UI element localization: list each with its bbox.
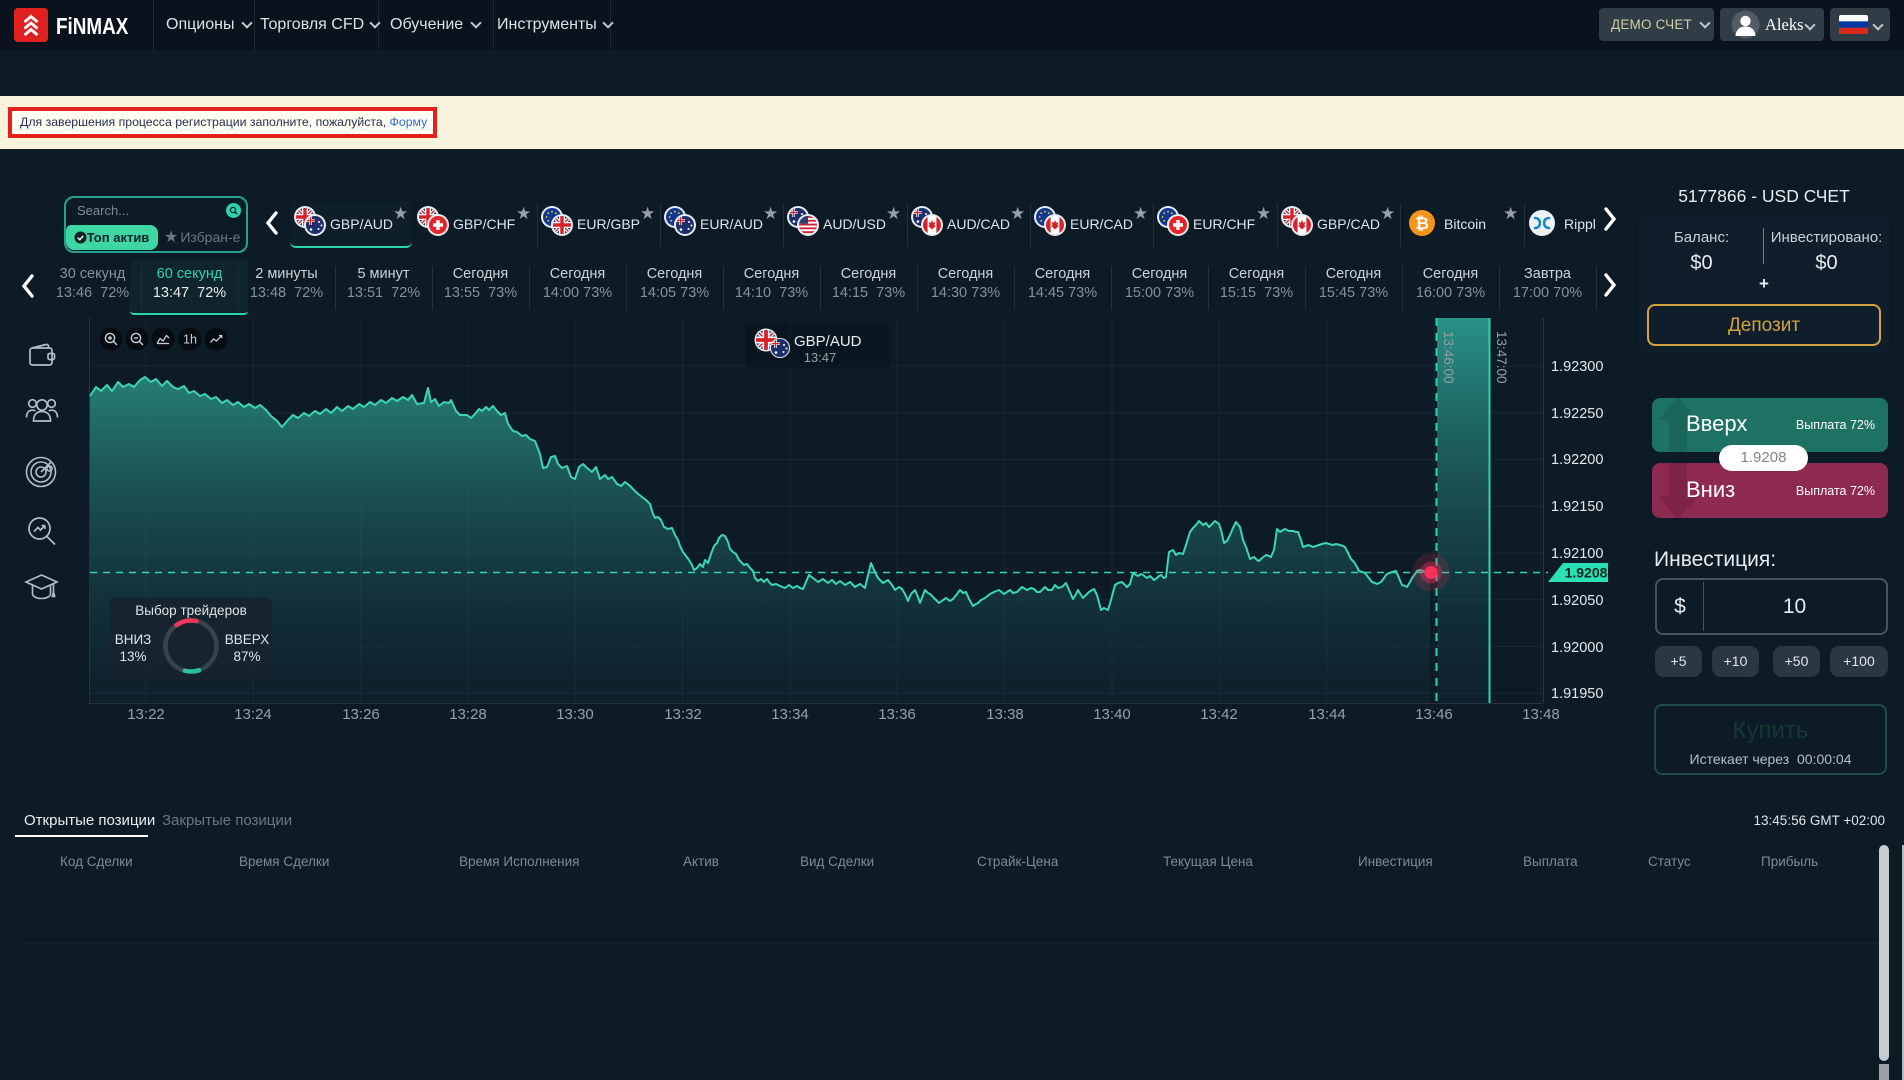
svg-text:1.92300: 1.92300 bbox=[1551, 359, 1603, 375]
svg-text:1.9208: 1.9208 bbox=[1565, 565, 1608, 581]
svg-text:13:46: 13:46 bbox=[1415, 706, 1453, 723]
svg-text:1.91950: 1.91950 bbox=[1551, 686, 1603, 702]
svg-text:13:26: 13:26 bbox=[342, 706, 380, 723]
svg-text:₿: ₿ bbox=[1415, 214, 1429, 233]
svg-text:Выбор трейдеров: Выбор трейдеров bbox=[135, 603, 247, 618]
svg-text:13:22: 13:22 bbox=[127, 706, 165, 723]
svg-text:13:24: 13:24 bbox=[234, 706, 272, 723]
svg-text:13:38: 13:38 bbox=[986, 706, 1024, 723]
svg-text:1.92200: 1.92200 bbox=[1551, 452, 1603, 468]
svg-text:1.92250: 1.92250 bbox=[1551, 406, 1603, 422]
svg-text:13:30: 13:30 bbox=[556, 706, 594, 723]
svg-text:1.92100: 1.92100 bbox=[1551, 546, 1603, 562]
svg-text:13:47:00: 13:47:00 bbox=[1494, 331, 1509, 384]
svg-text:13:46:00: 13:46:00 bbox=[1441, 331, 1456, 384]
svg-text:ВНИЗ: ВНИЗ bbox=[115, 632, 152, 647]
svg-text:1.92000: 1.92000 bbox=[1551, 640, 1603, 656]
svg-text:13:28: 13:28 bbox=[449, 706, 487, 723]
svg-text:1h: 1h bbox=[183, 333, 197, 347]
svg-text:ВВЕРХ: ВВЕРХ bbox=[225, 632, 269, 647]
svg-text:13:44: 13:44 bbox=[1308, 706, 1346, 723]
svg-text:13:40: 13:40 bbox=[1093, 706, 1131, 723]
svg-text:13:34: 13:34 bbox=[771, 706, 809, 723]
svg-text:13:32: 13:32 bbox=[664, 706, 702, 723]
svg-text:1.92050: 1.92050 bbox=[1551, 593, 1603, 609]
svg-text:13:48: 13:48 bbox=[1522, 706, 1560, 723]
svg-text:13:36: 13:36 bbox=[878, 706, 916, 723]
svg-text:1.92150: 1.92150 bbox=[1551, 499, 1603, 515]
svg-text:87%: 87% bbox=[233, 649, 260, 664]
svg-text:13:42: 13:42 bbox=[1200, 706, 1238, 723]
svg-text:13:47: 13:47 bbox=[804, 350, 837, 365]
svg-text:13%: 13% bbox=[119, 649, 146, 664]
svg-text:GBP/AUD: GBP/AUD bbox=[794, 333, 862, 350]
